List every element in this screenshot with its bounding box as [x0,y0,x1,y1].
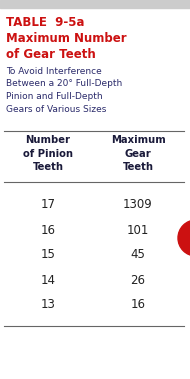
Text: 17: 17 [40,199,55,211]
Text: of Gear Teeth: of Gear Teeth [6,48,96,61]
Text: 101: 101 [127,224,149,236]
Text: 14: 14 [40,274,55,287]
Text: Maximum
Gear
Teeth: Maximum Gear Teeth [111,135,165,172]
Text: 16: 16 [40,224,55,236]
Bar [0,0,190,8]
Text: 1309: 1309 [123,199,153,211]
Text: 45: 45 [131,249,145,262]
Text: 13: 13 [40,299,55,312]
Text: 15: 15 [40,249,55,262]
Text: 16: 16 [131,299,146,312]
Text: TABLE  9-5a: TABLE 9-5a [6,16,85,29]
Text: To Avoid Interference
Between a 20° Full-Depth
Pinion and Full-Depth
Gears of Va: To Avoid Interference Between a 20° Full… [6,67,122,113]
Circle shape [178,220,190,256]
Text: Number
of Pinion
Teeth: Number of Pinion Teeth [23,135,73,172]
Text: 26: 26 [131,274,146,287]
Text: Maximum Number: Maximum Number [6,32,127,45]
